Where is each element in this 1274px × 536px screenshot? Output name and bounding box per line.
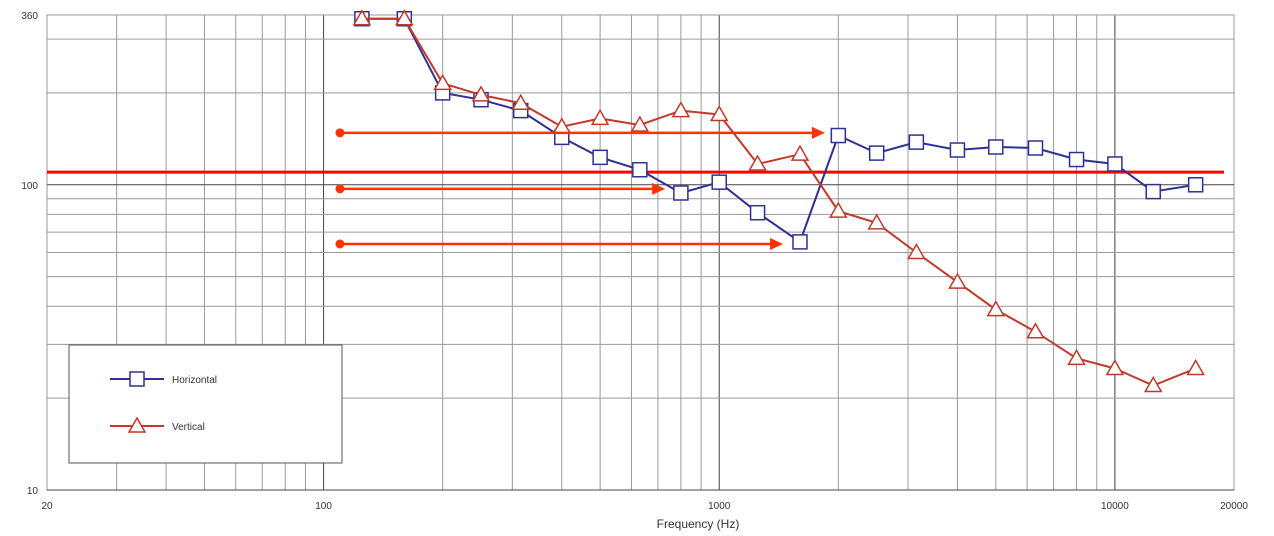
- data-point-vertical: [709, 104, 729, 122]
- legend-item-vertical: Vertical: [110, 416, 205, 433]
- data-point-horizontal: [949, 142, 966, 158]
- data-point-vertical: [1105, 359, 1125, 376]
- legend-swatch-marker: [127, 416, 147, 433]
- x-tick-label: 20: [41, 501, 53, 512]
- legend-swatch-marker: [129, 371, 145, 387]
- data-point-horizontal: [1027, 140, 1044, 156]
- x-tick-label: 20000: [1220, 501, 1248, 512]
- data-point-vertical: [471, 85, 491, 102]
- x-axis-label: Frequency (Hz): [657, 517, 740, 531]
- data-point-vertical: [907, 242, 926, 260]
- arrows-group: [335, 126, 825, 250]
- data-point-vertical: [829, 201, 848, 218]
- series-line-vertical: [361, 17, 1197, 387]
- arrow-head: [770, 237, 784, 250]
- data-point-horizontal: [1068, 151, 1085, 168]
- y-tick-label: 10: [27, 486, 39, 497]
- data-point-vertical: [395, 9, 414, 26]
- annotation-arrow: [335, 182, 666, 195]
- data-point-vertical: [1026, 322, 1045, 339]
- y-tick-label: 100: [21, 181, 38, 192]
- series-line-horizontal: [361, 17, 1196, 244]
- series-vertical: [352, 9, 1205, 393]
- data-point-vertical: [948, 272, 967, 289]
- x-tick-label: 1000: [708, 501, 731, 512]
- annotation-arrow: [335, 126, 825, 139]
- data-point-vertical: [867, 213, 886, 230]
- data-point-horizontal: [830, 127, 847, 144]
- data-point-horizontal: [1107, 156, 1123, 172]
- legend-label-horizontal: Horizontal: [172, 375, 217, 386]
- data-point-horizontal: [908, 134, 925, 150]
- data-point-horizontal: [673, 185, 689, 201]
- data-point-horizontal: [792, 234, 808, 250]
- series-group: [352, 9, 1205, 393]
- x-tick-label: 100: [315, 501, 332, 512]
- data-point-horizontal: [711, 174, 727, 190]
- data-point-vertical: [671, 101, 691, 118]
- legend: Horizontal Vertical: [68, 344, 343, 464]
- data-point-horizontal: [632, 162, 648, 178]
- data-point-vertical: [1186, 359, 1205, 376]
- tick-labels: 20 100 1000 10000 20000 10 100 360: [21, 11, 1248, 512]
- data-point-vertical: [433, 73, 452, 91]
- legend-label-vertical: Vertical: [172, 422, 205, 433]
- data-point-vertical: [630, 115, 650, 132]
- data-point-horizontal: [749, 204, 766, 221]
- data-point-horizontal: [592, 149, 608, 166]
- annotation-arrow: [335, 237, 784, 250]
- data-point-vertical: [1067, 348, 1086, 366]
- data-point-vertical: [986, 300, 1006, 317]
- y-tick-label: 360: [21, 11, 38, 22]
- data-point-horizontal: [1187, 177, 1204, 193]
- arrow-head: [652, 182, 666, 195]
- legend-box: [68, 344, 343, 464]
- data-point-vertical: [352, 9, 372, 26]
- data-point-vertical: [790, 144, 810, 161]
- data-point-vertical: [748, 154, 767, 171]
- data-point-vertical: [1143, 375, 1163, 393]
- legend-item-horizontal: Horizontal: [110, 371, 217, 387]
- data-point-horizontal: [1145, 183, 1161, 200]
- x-tick-label: 10000: [1101, 501, 1129, 512]
- data-point-vertical: [590, 108, 610, 126]
- data-point-vertical: [511, 93, 531, 110]
- data-point-horizontal: [868, 145, 885, 161]
- arrow-head: [811, 126, 825, 139]
- data-point-horizontal: [988, 139, 1004, 155]
